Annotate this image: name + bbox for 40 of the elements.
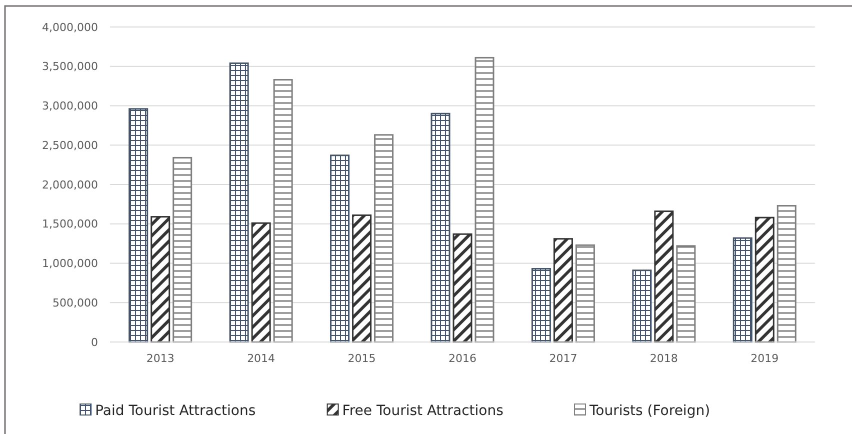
bar [676, 245, 696, 343]
legend-label: Free Tourist Attractions [342, 402, 504, 419]
bar [273, 79, 293, 343]
y-tick-label: 3,000,000 [42, 100, 98, 113]
legend-label: Tourists (Foreign) [588, 402, 710, 419]
y-tick-label: 1,500,000 [42, 218, 98, 231]
bar [150, 216, 170, 343]
x-tick-label: 2014 [247, 352, 276, 365]
legend-label: Paid Tourist Attractions [95, 402, 256, 419]
x-tick-label: 2015 [348, 352, 376, 365]
bar [732, 237, 752, 343]
bar [352, 214, 372, 343]
bar [229, 62, 249, 343]
x-tick-label: 2018 [650, 352, 678, 365]
bar [754, 216, 774, 343]
y-tick-label: 1,000,000 [42, 257, 98, 270]
bar [128, 108, 148, 343]
x-tick-label: 2017 [549, 352, 578, 365]
x-tick-label: 2019 [750, 352, 779, 365]
bar [575, 244, 595, 343]
bar [776, 205, 796, 343]
bar [251, 222, 271, 343]
bar [531, 268, 551, 343]
y-tick-label: 3,500,000 [42, 60, 98, 74]
bar [452, 233, 472, 343]
y-tick-label: 4,000,000 [42, 20, 98, 34]
bar [172, 156, 192, 343]
y-tick-label: 2,500,000 [42, 138, 98, 152]
bar [330, 154, 350, 343]
bar [474, 56, 494, 343]
bar [374, 134, 394, 343]
y-tick-label: 2,000,000 [42, 178, 98, 192]
bar [654, 210, 674, 343]
x-tick-label: 2013 [146, 352, 174, 365]
y-tick-label: 0 [91, 336, 98, 349]
bar [430, 112, 450, 343]
bar [632, 270, 652, 343]
x-tick-label: 2016 [448, 352, 476, 365]
bar [553, 238, 573, 343]
y-tick-label: 500,000 [52, 296, 98, 310]
